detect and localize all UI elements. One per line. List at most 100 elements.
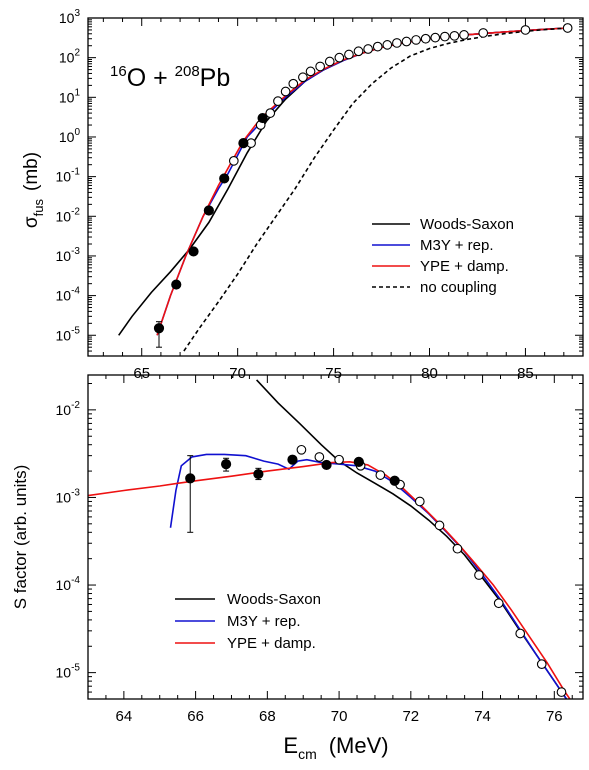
bottom-axis-ticks [87,375,583,700]
filled-data-point [321,459,332,471]
bottom-y-axis-label: S factor (arb. units) [11,465,30,610]
open-data-point [401,36,412,47]
y-tick-label: 10-4 [56,286,81,304]
bottom-x-tick-labels: 64 66 68 70 72 74 76 [116,708,563,725]
open-data-point [449,30,460,41]
filled-data-point [188,246,199,257]
x-tick-label: 70 [229,365,246,382]
legend-label-woods-saxon: Woods-Saxon [227,591,321,608]
x-tick-label: 80 [421,365,438,382]
open-data-point [414,496,425,507]
filled-data-point [153,323,165,334]
y-tick-label: 10-3 [56,246,81,264]
top-plot-frame [87,17,584,357]
legend-label-ype-damp: YPE + damp. [227,635,316,652]
filled-data-point [203,205,214,216]
series-line-no-coupling [183,27,568,352]
open-data-point [315,61,326,72]
x-tick-label: 75 [325,365,342,382]
open-data-point [452,543,463,554]
y-tick-label: 10-4 [56,575,81,593]
x-tick-label: 72 [402,708,419,725]
filled-data-point [287,454,298,465]
open-data-point [298,72,308,83]
open-data-point [392,38,402,48]
series-line-m3y-rep [169,453,568,699]
open-data-point [324,56,335,67]
open-data-point [265,108,276,118]
bottom-plot-area [88,379,571,699]
y-tick-label: 100 [59,127,81,145]
series-line-woods-saxon [256,379,568,699]
open-data-point [334,454,344,465]
filled-data-point [171,279,182,290]
open-data-point [478,28,489,38]
open-data-point [434,520,445,531]
y-tick-label: 10-3 [56,487,81,505]
legend-label-woods-saxon: Woods-Saxon [420,216,514,233]
open-data-point [228,156,239,166]
open-data-point [280,86,291,97]
open-data-point [536,659,547,669]
open-data-point [459,30,469,40]
bottom-plot-frame [87,374,584,700]
open-data-point [353,46,364,57]
x-tick-label: 65 [133,365,150,382]
y-tick-label: 10-1 [56,167,81,185]
open-data-point [296,444,307,455]
open-data-point [382,40,393,50]
open-data-point [273,96,283,107]
top-plot-area [118,23,573,352]
legend-label-m3y-rep: M3Y + rep. [420,237,494,254]
top-y-tick-labels: 10-5 10-4 10-3 10-2 10-1 100 101 102 103 [56,8,81,343]
filled-data-point [219,173,230,184]
open-data-point [474,570,484,580]
y-tick-label: 103 [59,8,81,26]
filled-data-point [238,138,249,149]
y-tick-label: 10-2 [56,400,81,418]
x-tick-label: 85 [517,365,534,382]
top-axis-ticks [88,17,584,357]
x-tick-label: 74 [474,708,491,725]
legend-label-m3y-rep: M3Y + rep. [227,613,301,630]
y-tick-label: 10-2 [56,206,81,224]
x-tick-label: 64 [116,708,133,725]
reaction-label: 16O + 208Pb [110,63,230,92]
y-tick-label: 102 [59,48,81,66]
filled-data-point [353,456,364,467]
open-data-point [493,598,504,609]
y-tick-label: 10-5 [56,325,81,343]
s-factor-chart: 64 66 68 70 72 74 76 10-5 10-4 10-3 10-2 S factor… [11,374,584,762]
x-tick-label: 68 [259,708,276,725]
open-data-point [375,470,386,480]
legend-label-ype-damp: YPE + damp. [420,258,509,275]
legend-label-no-coupling: no coupling [420,279,497,296]
y-tick-label: 10-5 [56,663,81,681]
x-tick-label: 66 [187,708,204,725]
open-data-point [440,31,450,42]
open-data-point [288,78,299,89]
x-tick-label: 76 [546,708,563,725]
open-data-point [562,23,573,33]
x-axis-label: Ecm (MeV) [283,733,388,762]
open-data-point [515,628,526,639]
top-legend: Woods-Saxon M3Y + rep. YPE + damp. no coupl… [372,216,514,296]
filled-data-point [389,475,400,486]
open-data-point [344,49,354,60]
x-tick-label: 70 [331,708,348,725]
open-data-point [372,41,383,52]
fusion-cross-section-chart: 65 70 75 80 85 10-5 10-4 10-3 10-2 10-1 100 101 102… [21,8,584,382]
y-tick-label: 101 [59,87,81,105]
top-x-tick-labels: 65 70 75 80 85 [133,365,533,382]
top-y-axis-label: σfus(mb) [21,152,46,228]
open-data-point [520,25,531,35]
filled-data-point [257,112,268,124]
open-data-point [305,66,316,77]
open-data-point [430,32,441,43]
open-data-point [334,52,345,63]
filled-data-point [220,459,232,470]
series-line-ype-damp [88,460,571,699]
bottom-y-tick-labels: 10-5 10-4 10-3 10-2 [56,400,81,681]
open-data-point [411,35,421,45]
